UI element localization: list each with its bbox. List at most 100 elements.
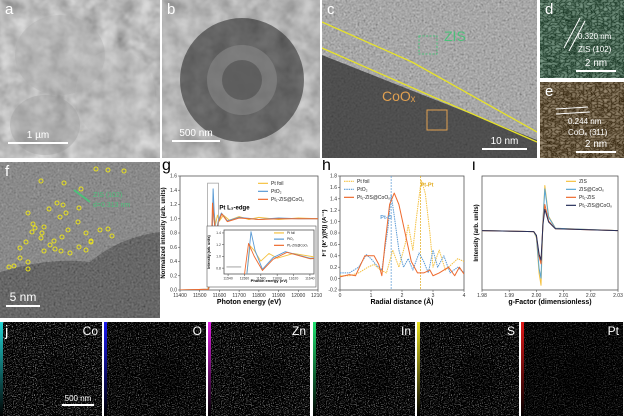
panel-label: b [167, 1, 176, 18]
y-tick-label: 1.2 [170, 202, 177, 208]
x-tick-label: 11500 [193, 293, 207, 299]
panel-label: f [5, 163, 10, 180]
x-tick-label: 1.98 [477, 293, 487, 299]
plot-area [339, 175, 465, 291]
element-map-texture [521, 322, 623, 416]
exafs-chart: 0 1 2 3 4 -0.2 0.0 0.2 0.4 0.6 0.8 1.0 1.2 1.4 1.6 1.8 R… [322, 174, 466, 306]
x-tick-label: 2.02 [586, 293, 596, 299]
y-tick-label: 0.2 [330, 265, 337, 271]
x-tick-label: 11700 [232, 293, 246, 299]
scale-bar: 2 nm [576, 139, 616, 153]
x-tick-label: 3 [432, 293, 435, 299]
x-tick-label: 11560 [240, 277, 250, 281]
peak-annotation: Pt-Pt [421, 182, 434, 188]
element-map-texture [208, 322, 310, 416]
x-tick-label: 12000 [291, 293, 305, 299]
panel-i-epr-chart: 1.98 1.99 2.00 2.01 2.02 2.03 g-Factor (dimens… [472, 160, 624, 320]
x-tick-label: 11400 [173, 293, 187, 299]
eds-map-o: O [104, 322, 206, 416]
series-line-1 [246, 245, 314, 274]
zis-region-label: ZIS [444, 28, 466, 44]
legend-entry: Pt foil [357, 179, 370, 185]
x-tick-label: 11900 [272, 293, 286, 299]
legend-entry: PtO₂ [357, 187, 368, 193]
x-tick-label: 2.00 [532, 293, 542, 299]
scale-bar-label: 5 nm [9, 290, 37, 304]
peak-annotation: Pt-O [380, 215, 392, 221]
x-tick-label: 1 [370, 293, 373, 299]
y-axis-label: Intensity (arb. units) [207, 235, 211, 268]
scale-bar: 500 nm [62, 394, 94, 406]
lattice-spacing: d=0.313 nm [93, 202, 131, 209]
panel-b-tem-image: b 500 nm [162, 0, 320, 158]
single-atom-markers [6, 166, 127, 272]
lattice-plane: ZIS (102) [578, 45, 612, 54]
y-tick-label: 0.4 [330, 253, 337, 259]
panel-label: d [545, 1, 554, 18]
panel-f-haadf-image: f ZIS (102) d=0.313 nm 5 nm [0, 162, 160, 318]
panel-label: j [5, 323, 9, 340]
y-tick-label: 1.0 [170, 216, 177, 222]
x-tick-label: 11540 [223, 277, 233, 281]
series-line-2 [246, 231, 314, 274]
lattice-spacing: 0.320 nm [578, 32, 612, 41]
x-axis-label: g-Factor (dimensionless) [508, 299, 591, 306]
x-tick-label: 11620 [289, 277, 299, 281]
panel-label: a [5, 1, 14, 18]
panel-c-hrtem-image: c ZIS CoOₓ 10 nm [322, 0, 537, 158]
epr-chart: 1.98 1.99 2.00 2.01 2.02 2.03 g-Factor (dimens… [474, 175, 623, 306]
y-tick-label: 1.0 [330, 219, 337, 225]
element-label: Co [82, 324, 98, 338]
coox-region-label: CoOₓ [382, 88, 416, 104]
lattice-plane: ZIS (102) [93, 192, 123, 199]
color-bar [104, 322, 107, 416]
legend-entry: Pt foil [271, 181, 284, 187]
eds-map-s: S [417, 322, 519, 416]
legend-entry: Pt foil [287, 231, 295, 235]
panel-e-lattice-coox: e 0.244 nm CoOₓ (311) 2 nm [540, 82, 624, 158]
color-bar [521, 322, 524, 416]
color-bar [313, 322, 316, 416]
y-axis-label: Intensity (arb. units) [474, 204, 480, 261]
legend-entry: Pt₁-ZIS@CoOₓ [357, 195, 390, 201]
lattice-texture [540, 0, 624, 78]
y-tick-label: 0.6 [170, 245, 177, 251]
eds-map-zn: Zn [208, 322, 310, 416]
xanes-chart: 11400 11500 11600 11700 11800 11900 12000 1210 0… [161, 174, 322, 306]
x-tick-label: 2.03 [613, 293, 623, 299]
scale-bar-label: 500 nm [64, 394, 92, 403]
x-tick-label: 4 [463, 293, 466, 299]
haadf-texture [0, 162, 160, 318]
hrtem-texture [322, 0, 537, 158]
scale-bar: 2 nm [576, 58, 616, 72]
x-tick-label: 11800 [252, 293, 266, 299]
legend-entry: PtO₂ [287, 237, 294, 241]
element-map-texture [0, 322, 102, 416]
scale-bar: 1 µm [8, 130, 68, 144]
panel-a-sem-image: a 1 µm [0, 0, 160, 158]
x-tick-label: 11600 [272, 277, 282, 281]
plot-area [223, 229, 315, 275]
scale-bar-label: 2 nm [584, 139, 608, 150]
scale-bar: 5 nm [6, 290, 40, 307]
plot-area [481, 175, 619, 291]
x-tick-label: 2.01 [559, 293, 569, 299]
y-axis-label: Normalized intensity (arb. units) [161, 187, 167, 278]
legend-entry: ZIS@CoOₓ [579, 187, 604, 193]
y-tick-label: 1.4 [170, 188, 177, 194]
scale-bar-label: 2 nm [584, 58, 608, 69]
x-tick-label: 2 [401, 293, 404, 299]
x-axis-label: Photon energy (eV) [217, 299, 281, 306]
element-map-texture [313, 322, 415, 416]
color-bar [0, 322, 3, 416]
lattice-spacing: 0.244 nm [568, 117, 602, 126]
series-line-1 [340, 179, 464, 277]
eds-map-in: In [313, 322, 415, 416]
series-line-3 [340, 192, 464, 278]
y-tick-label: 0.4 [170, 259, 177, 265]
y-tick-label: 1.2 [216, 243, 221, 247]
panel-g-xanes-chart: 11400 11500 11600 11700 11800 11900 12000 1210 0… [160, 160, 322, 320]
y-tick-label: 0.8 [216, 266, 221, 270]
panel-label: i [472, 160, 476, 174]
edge-annotation: Pt L₃-edge [219, 205, 250, 211]
